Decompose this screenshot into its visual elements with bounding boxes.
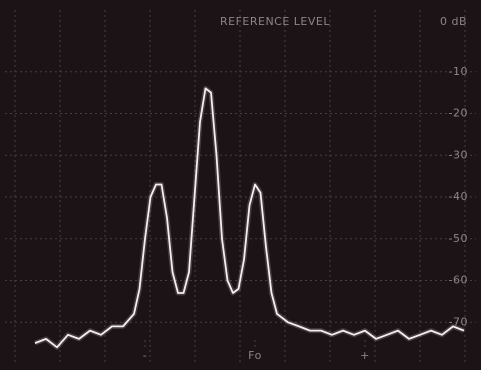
reference-label: REFERENCE LEVEL (220, 15, 330, 28)
y-tick-label: -20 (449, 107, 468, 120)
y-tick-label: -30 (449, 148, 468, 161)
y-tick-label: -50 (449, 232, 468, 245)
y-tick-label: -70 (449, 315, 468, 328)
y-tick-label: -40 (449, 190, 468, 203)
trace (34, 87, 465, 349)
y-tick-label: -60 (449, 274, 468, 287)
x-tick-label: + (360, 349, 370, 362)
x-tick-label: - (143, 349, 147, 362)
reference-value: 0 dB (440, 15, 467, 28)
y-tick-label: -10 (449, 65, 468, 78)
x-tick-label: Fo (248, 349, 262, 362)
